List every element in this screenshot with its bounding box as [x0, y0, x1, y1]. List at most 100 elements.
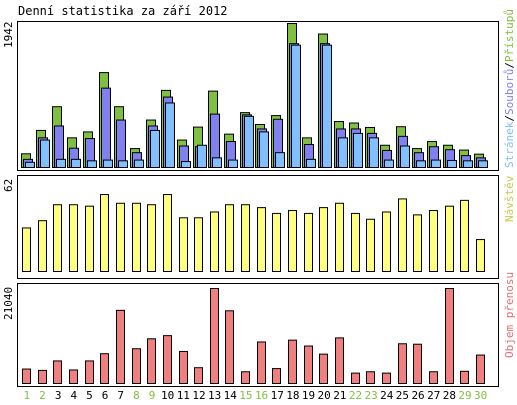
- requests-legend: Stránek/Souborů/Přístupů: [503, 9, 516, 168]
- day-label-15: 15: [239, 389, 252, 402]
- navstev-bar-day-17: [272, 212, 281, 273]
- navstev-bar-day-4: [69, 204, 78, 272]
- navstev-bar-day-20: [319, 207, 328, 272]
- stranek-bar-day-29: [463, 160, 473, 168]
- chart-title: Denní statistika za září 2012: [18, 4, 228, 18]
- navstev-bar-day-18: [288, 210, 297, 272]
- stranek-bar-day-15: [244, 115, 254, 168]
- navstev-bar-day-21: [335, 202, 344, 273]
- day-label-2: 2: [39, 389, 46, 402]
- stranek-bar-day-12: [197, 144, 207, 169]
- prenosu-bar-day-18: [288, 339, 297, 384]
- stranek-bar-day-24: [384, 159, 394, 168]
- traffic-ymax-label: 21040: [2, 287, 15, 320]
- stranek-bar-day-28: [447, 159, 457, 169]
- stranek-bar-day-10: [165, 102, 175, 168]
- prenosu-bar-day-8: [132, 348, 141, 384]
- prenosu-bar-day-2: [38, 369, 47, 384]
- prenosu-bar-day-27: [429, 371, 438, 385]
- day-label-25: 25: [396, 389, 409, 402]
- navstev-bar-day-19: [304, 212, 313, 273]
- day-label-21: 21: [333, 389, 346, 402]
- navstev-bar-day-5: [85, 205, 94, 272]
- traffic-bars: [22, 288, 485, 385]
- prenosu-bar-day-30: [476, 354, 485, 384]
- navstev-bar-day-6: [100, 194, 109, 272]
- day-label-29: 29: [458, 389, 471, 402]
- legend-pristupu: Přístupů: [503, 9, 516, 62]
- navstev-bar-day-2: [38, 220, 47, 272]
- legend-sep-1: /: [503, 115, 516, 122]
- prenosu-bar-day-12: [194, 367, 203, 385]
- visits-ymax-label: 62: [2, 179, 15, 192]
- navstev-bar-day-27: [429, 210, 438, 272]
- prenosu-bar-day-13: [210, 288, 219, 384]
- prenosu-bar-day-15: [241, 371, 250, 385]
- day-label-23: 23: [365, 389, 378, 402]
- prenosu-bar-day-29: [460, 370, 469, 384]
- navstev-bar-day-24: [382, 211, 391, 272]
- stranek-bar-day-25: [400, 145, 410, 169]
- prenosu-bar-day-11: [179, 350, 188, 384]
- legend-sep-2: /: [503, 62, 516, 69]
- navstev-bar-day-16: [257, 207, 266, 272]
- navstev-bar-day-11: [179, 217, 188, 273]
- day-label-30: 30: [474, 389, 487, 402]
- day-label-27: 27: [427, 389, 440, 402]
- legend-navstev: Návštěv: [503, 175, 516, 222]
- stranek-bar-day-20: [322, 44, 332, 168]
- day-label-8: 8: [133, 389, 140, 402]
- navstev-bar-day-12: [194, 217, 203, 273]
- day-label-3: 3: [55, 389, 62, 402]
- stranek-bar-day-3: [56, 158, 66, 168]
- navstev-bar-day-30: [476, 239, 485, 272]
- souboru-bar-day-6: [101, 87, 111, 168]
- navstev-bar-day-1: [22, 227, 31, 272]
- day-label-13: 13: [208, 389, 221, 402]
- prenosu-bar-day-23: [366, 371, 375, 385]
- day-label-11: 11: [177, 389, 190, 402]
- navstev-bar-day-7: [116, 202, 125, 273]
- prenosu-bar-day-3: [53, 360, 62, 384]
- stranek-bar-day-23: [369, 137, 379, 169]
- prenosu-bar-day-7: [116, 309, 125, 384]
- day-label-16: 16: [255, 389, 268, 402]
- prenosu-bar-day-19: [304, 345, 313, 385]
- day-label-22: 22: [349, 389, 362, 402]
- day-label-26: 26: [411, 389, 424, 402]
- prenosu-bar-day-17: [272, 368, 281, 385]
- navstev-bar-day-22: [351, 212, 360, 273]
- stranek-bar-day-17: [275, 152, 285, 168]
- day-label-18: 18: [286, 389, 299, 402]
- day-label-7: 7: [117, 389, 124, 402]
- prenosu-bar-day-14: [225, 310, 234, 385]
- day-labels: 1 2 3 4 5 6 7 8 9 10 11 12 13 14 15 16 17 18 19 20 21 22 23 24 2…: [24, 389, 488, 402]
- navstev-bar-day-13: [210, 211, 219, 272]
- navstev-bar-day-28: [445, 205, 454, 272]
- stranek-bar-day-1: [25, 161, 35, 169]
- prenosu-bar-day-6: [100, 353, 109, 384]
- navstev-bar-day-29: [460, 199, 469, 273]
- day-label-24: 24: [380, 389, 394, 402]
- stranek-bar-day-8: [134, 159, 144, 168]
- requests-bars: [21, 23, 488, 169]
- prenosu-bar-day-4: [69, 369, 78, 385]
- stranek-bar-day-5: [87, 160, 97, 168]
- stranek-bar-day-14: [228, 159, 238, 168]
- day-label-5: 5: [86, 389, 93, 402]
- prenosu-bar-day-28: [445, 288, 454, 384]
- stranek-bar-day-9: [150, 129, 160, 168]
- stranek-bar-day-7: [118, 160, 128, 168]
- prenosu-bar-day-9: [147, 338, 156, 385]
- day-label-17: 17: [271, 389, 284, 402]
- prenosu-bar-day-25: [398, 343, 407, 385]
- prenosu-bar-day-10: [163, 335, 172, 385]
- stranek-bar-day-21: [338, 137, 348, 169]
- navstev-bar-day-8: [132, 202, 141, 273]
- requests-ymax-label: 1942: [2, 22, 15, 49]
- day-label-6: 6: [102, 389, 109, 402]
- stranek-bar-day-4: [71, 158, 81, 168]
- prenosu-bar-day-24: [382, 372, 391, 385]
- prenosu-bar-day-20: [319, 353, 328, 385]
